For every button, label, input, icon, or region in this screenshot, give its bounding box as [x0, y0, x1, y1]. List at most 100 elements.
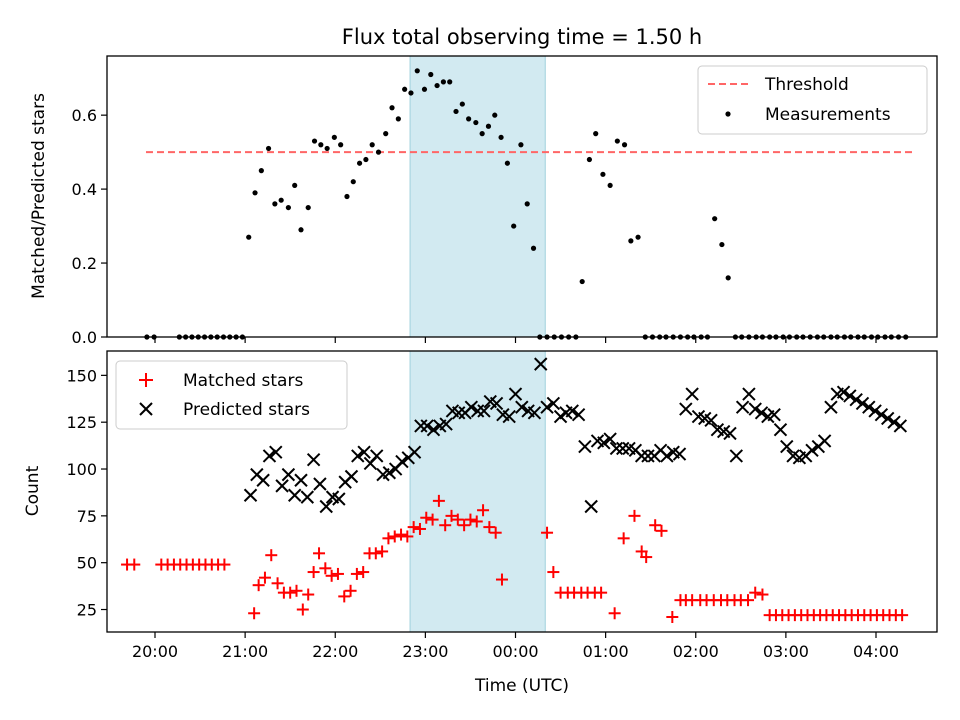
measurement-point [712, 216, 718, 222]
matched-stars-point [608, 607, 621, 620]
predicted-stars-point [754, 406, 769, 420]
measurement-point [318, 142, 324, 148]
matched-stars-point [445, 509, 458, 522]
measurement-point [375, 149, 382, 155]
matched-stars-point [338, 590, 351, 603]
predicted-stars-point [704, 413, 718, 428]
matched-stars-point [489, 526, 502, 539]
predicted-stars-point [849, 392, 863, 407]
measurement-point [579, 278, 585, 285]
predicted-stars-point [287, 488, 302, 502]
legend-predicted-label: Predicted stars [183, 400, 310, 420]
legend-threshold-label: Threshold [764, 75, 849, 95]
measurement-point [292, 182, 298, 189]
axes-frame [106, 55, 938, 338]
y-tick-label: 0.2 [72, 254, 97, 273]
predicted-stars-point [742, 387, 756, 401]
matched-stars-point [420, 511, 433, 524]
predicted-stars-point [729, 449, 744, 463]
predicted-stars-point [294, 473, 308, 487]
ratio-shaded-region [409, 55, 546, 338]
predicted-stars-point [817, 434, 832, 448]
matched-stars-point [628, 509, 641, 522]
matched-stars-point [331, 567, 344, 580]
measurement-point [356, 160, 363, 166]
matched-stars-point [307, 566, 320, 579]
matched-stars-point [655, 524, 668, 537]
measurement-point [453, 108, 459, 115]
x-tick-label: 03:00 [763, 642, 809, 661]
predicted-stars-point [382, 466, 397, 480]
legend-measurements-label: Measurements [765, 105, 891, 125]
measurement-point [466, 116, 472, 122]
predicted-stars-point [836, 385, 851, 399]
matched-stars-point [483, 521, 496, 534]
matched-stars-point [325, 569, 338, 582]
measurement-point [363, 156, 369, 163]
matched-stars-point [413, 522, 426, 535]
measurement-point [258, 168, 264, 174]
predicted-stars-point [313, 477, 327, 491]
matched-stars-point [666, 611, 679, 624]
x-tick-label: 00:00 [492, 642, 538, 661]
matched-stars-point [388, 530, 401, 543]
measurement-point [628, 238, 634, 244]
measurement-point [298, 227, 304, 233]
measurement-point [635, 234, 641, 240]
legend-measurements-swatch [725, 111, 731, 117]
matched-stars-point [407, 521, 420, 534]
x-tick-label: 02:00 [673, 642, 719, 661]
ratio-panel: 0.0 0.2 0.4 0.6 Matched/Predicted stars Thr… [29, 55, 938, 347]
count-legend: Matched stars Predicted stars [115, 360, 348, 430]
measurement-point [607, 182, 613, 189]
matched-stars-point [547, 566, 560, 579]
x-tick-label: 22:00 [312, 642, 358, 661]
matched-stars-point [477, 504, 490, 517]
matched-stars-point [595, 586, 608, 599]
measurement-point [246, 234, 252, 240]
x-axis-label: Time (UTC) [474, 676, 569, 696]
predicted-stars-point [616, 441, 630, 456]
matched-stars-point [248, 607, 261, 620]
measurement-point [408, 90, 414, 96]
matched-stars-point [313, 547, 326, 560]
predicted-stars-point [306, 452, 321, 467]
y-tick-label: 0.4 [72, 180, 97, 199]
predicted-stars-point [407, 445, 422, 459]
predicted-stars-point [370, 449, 384, 463]
measurement-point [511, 223, 517, 229]
predicted-stars-point [262, 449, 277, 463]
predicted-stars-point [571, 407, 586, 422]
predicted-stars-point [603, 432, 617, 446]
matched-stars-point [464, 513, 477, 526]
figure-title: Flux total observing time = 1.50 h [342, 25, 702, 49]
matched-stars-point [495, 573, 508, 586]
predicted-stars-point [685, 387, 699, 401]
ratio-axes: 0.0 0.2 0.4 0.6 [72, 55, 938, 347]
matched-stars-point [470, 515, 483, 528]
observing-window-shade [409, 350, 546, 633]
predicted-stars-point [395, 454, 409, 469]
matched-stars-point [128, 558, 141, 571]
predicted-stars-point [452, 406, 466, 420]
predicted-stars-point [868, 404, 882, 418]
matched-stars-point [350, 567, 363, 580]
measurement-point [600, 171, 606, 177]
predicted-stars-point [351, 449, 365, 463]
matched-stars-point [432, 494, 445, 507]
predicted-stars-point [508, 387, 523, 401]
predicted-stars-point [748, 402, 762, 416]
matched-stars-point [290, 584, 303, 597]
y-tick-label: 125 [66, 413, 97, 432]
matched-stars-point [284, 586, 297, 599]
count-panel: 25 50 75 100 125 150 20:00 21:00 22:00 23:00 00:00… [23, 350, 938, 696]
predicted-stars-point [414, 419, 428, 433]
predicted-stars-point [527, 406, 542, 420]
predicted-stars-point [426, 422, 441, 437]
x-tick-label: 20:00 [132, 642, 178, 661]
predicted-stars-point [855, 396, 870, 411]
observing-window-shade [409, 55, 546, 338]
measurement-point [395, 116, 401, 122]
matched-stars-point [742, 594, 755, 607]
measurement-point [504, 160, 510, 166]
